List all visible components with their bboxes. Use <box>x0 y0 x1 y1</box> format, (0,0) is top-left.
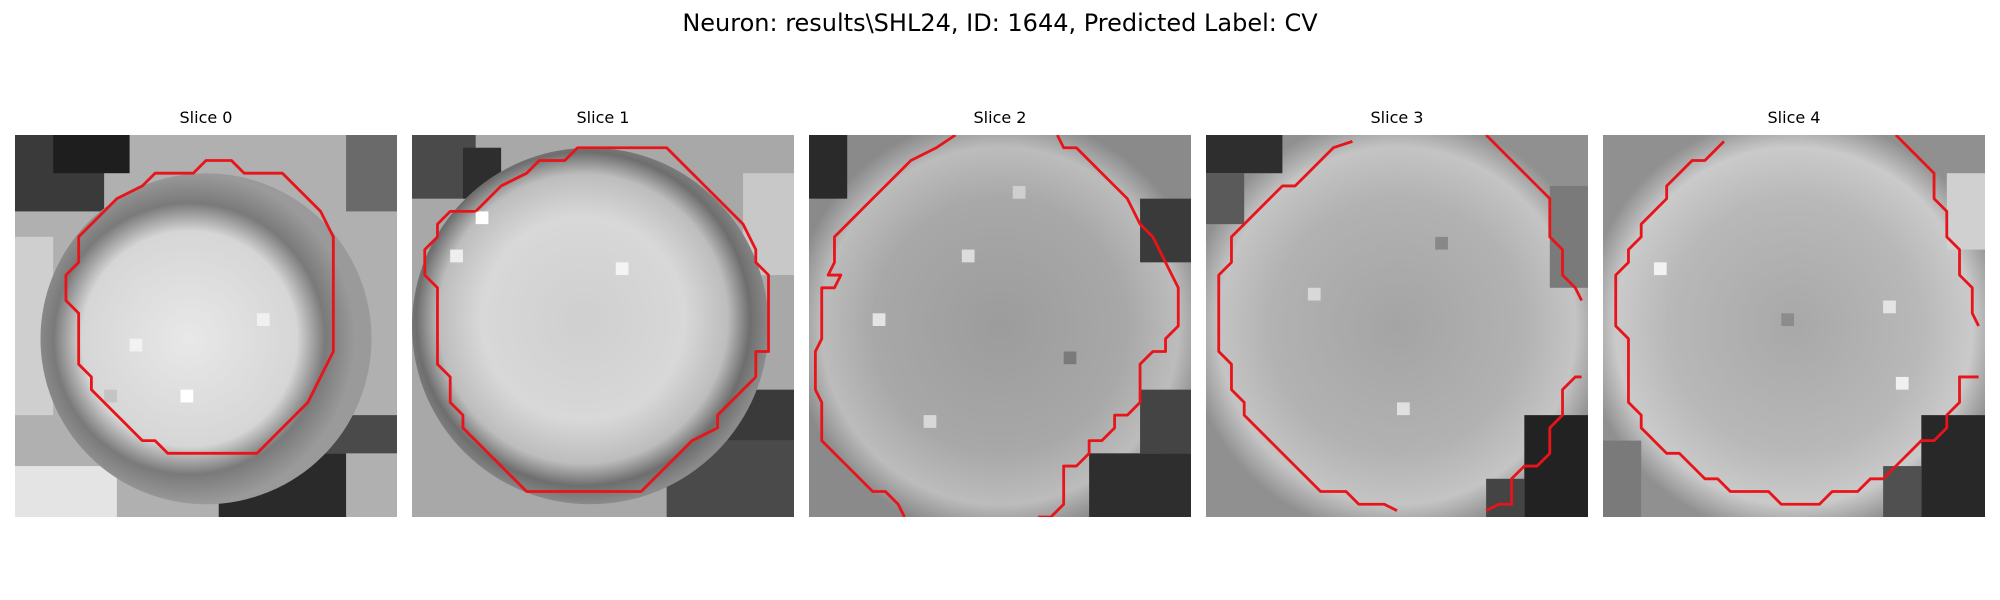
contour-line-3-left <box>1217 140 1398 512</box>
slice-panel-3: Slice 3 <box>1206 108 1588 517</box>
slice-image-3 <box>1206 135 1588 517</box>
contour-line-4-right <box>1894 135 1980 327</box>
slice-title-2: Slice 2 <box>973 108 1027 127</box>
figure-title: Neuron: results\SHL24, ID: 1644, Predict… <box>682 9 1318 37</box>
contour-line-3-right <box>1485 135 1583 302</box>
slice-title-4: Slice 4 <box>1767 108 1821 127</box>
slice-title-0: Slice 0 <box>179 108 233 127</box>
contour-line-3-bottom <box>1485 375 1582 512</box>
slice-title-1: Slice 1 <box>576 108 630 127</box>
contour-line-2-right <box>1038 135 1180 517</box>
contour-line-0 <box>64 159 335 455</box>
slice-panel-1: Slice 1 <box>412 108 794 517</box>
slice-panel-0: Slice 0 <box>15 108 397 517</box>
slice-panel-4: Slice 4 <box>1603 108 1985 517</box>
contour-line-1 <box>423 146 770 493</box>
contour-line-2-left <box>813 135 957 517</box>
slice-image-0 <box>15 135 397 517</box>
slice-image-1 <box>412 135 794 517</box>
slice-title-3: Slice 3 <box>1370 108 1424 127</box>
slice-image-2 <box>809 135 1191 517</box>
slice-image-4 <box>1603 135 1985 517</box>
slice-panel-2: Slice 2 <box>809 108 1191 517</box>
contour-line-4-left <box>1614 140 1979 506</box>
